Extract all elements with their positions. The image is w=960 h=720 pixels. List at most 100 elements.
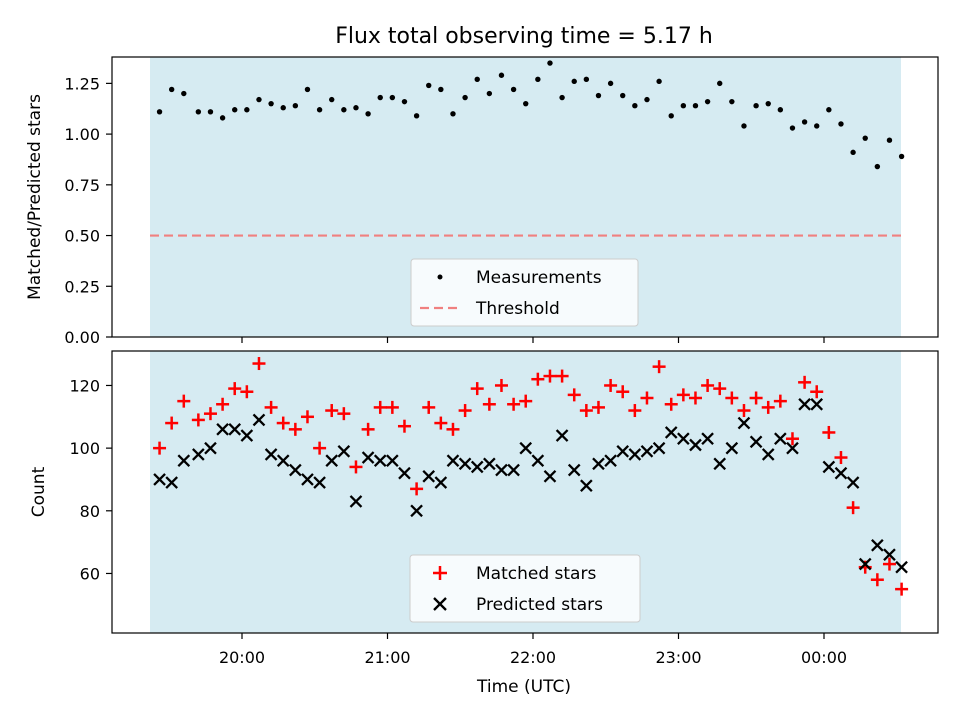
predicted-star-point	[204, 441, 217, 455]
top-legend: Measurements Threshold	[410, 258, 639, 327]
predicted-star-point	[737, 416, 751, 430]
predicted-star-point	[810, 397, 824, 411]
matched-star-point	[482, 397, 496, 411]
predicted-star-point	[798, 397, 811, 411]
matched-star-point	[300, 410, 314, 424]
matched-star-point	[434, 416, 448, 430]
measurement-point	[583, 76, 590, 83]
matched-star-point	[628, 404, 642, 418]
predicted-star-point	[749, 435, 763, 449]
matched-star-point	[822, 425, 836, 439]
matched-star-point	[567, 388, 581, 402]
matched-star-point	[882, 557, 896, 571]
measurement-point	[353, 105, 359, 111]
measurement-point	[789, 125, 796, 131]
measurement-point	[814, 123, 820, 129]
measurement-point	[219, 115, 226, 121]
measurement-point	[474, 76, 480, 83]
predicted-star-point	[446, 454, 460, 467]
measurement-point	[862, 135, 868, 141]
x-tick-label: 22:00	[510, 648, 556, 667]
measurement-point	[692, 102, 699, 109]
measurement-point	[462, 94, 468, 101]
measurement-point	[256, 96, 262, 103]
predicted-star-point	[652, 441, 666, 455]
matched-star-point	[288, 422, 302, 436]
predicted-star-point	[373, 454, 387, 467]
predicted-star-point	[349, 495, 363, 508]
measurement-point	[668, 113, 674, 119]
matched-star-point	[153, 441, 167, 455]
measurement-point	[874, 163, 881, 170]
bottom-panel: 60 80 100 120 20:00 21:00 22:00 23:00 00:00 Cou…	[29, 350, 939, 667]
matched-star-point	[494, 378, 508, 392]
matched-star-point	[216, 397, 230, 411]
matched-star-point	[555, 369, 569, 383]
measurement-point	[156, 109, 163, 115]
measurement-point	[195, 109, 202, 115]
predicted-star-point	[580, 479, 593, 493]
matched-star-point	[543, 369, 557, 383]
predicted-star-point	[458, 457, 472, 471]
measurement-point	[717, 80, 723, 87]
measurement-point	[486, 90, 493, 97]
predicted-star-point	[677, 432, 690, 446]
matched-star-point	[810, 385, 824, 399]
predicted-star-point	[289, 463, 302, 477]
predicted-star-point	[507, 463, 520, 477]
predicted-star-point	[228, 423, 242, 436]
y-tick-label: 0.50	[64, 227, 100, 246]
top-legend-box	[410, 258, 639, 327]
y-tick-label: 0.00	[64, 328, 100, 347]
measurement-point	[644, 96, 650, 103]
matched-star-point	[870, 573, 884, 587]
predicted-star-point	[640, 444, 654, 458]
matched-star-point	[361, 422, 375, 436]
measurement-point	[607, 80, 614, 87]
measurement-point	[801, 119, 808, 125]
measurement-point	[329, 96, 335, 103]
predicted-star-point	[543, 470, 557, 483]
measurement-point	[426, 82, 432, 89]
measurement-point	[268, 100, 274, 107]
x-tick-label: 20:00	[219, 648, 265, 667]
y-tick-label: 120	[69, 376, 100, 395]
measurement-point	[826, 107, 832, 113]
matched-star-point	[688, 391, 702, 405]
legend-predicted-marker	[433, 597, 447, 611]
measurement-points	[156, 60, 905, 170]
measurement-point	[898, 153, 905, 160]
x-axis-label: Time (UTC)	[476, 677, 571, 697]
matched-star-point	[519, 394, 533, 408]
predicted-star-point	[301, 473, 314, 486]
predicted-star-point	[361, 451, 375, 464]
legend-matched-marker	[433, 566, 447, 580]
measurement-point	[232, 107, 238, 113]
top-ylabel: Matched/Predicted stars	[25, 94, 45, 300]
x-tick-label: 23:00	[655, 648, 701, 667]
bottom-legend-box	[409, 554, 641, 623]
predicted-star-point	[422, 470, 436, 483]
matched-star-point	[446, 422, 460, 436]
measurement-point	[316, 107, 323, 113]
measurement-point	[850, 149, 856, 156]
bottom-ylabel: Count	[29, 466, 49, 517]
measurement-point	[656, 78, 662, 85]
measurement-point	[741, 123, 747, 129]
matched-star-point	[165, 416, 179, 430]
predicted-star-point	[177, 454, 191, 467]
measurement-point	[377, 94, 383, 101]
measurement-point	[413, 113, 420, 119]
measurement-point	[753, 102, 759, 109]
matched-star-point	[470, 382, 484, 396]
predicted-star-point	[519, 441, 533, 455]
matched-star-point	[834, 451, 848, 465]
predicted-star-point	[264, 448, 278, 461]
matched-star-point	[410, 482, 424, 496]
y-tick-label: 0.75	[64, 176, 100, 195]
figure-title: Flux total observing time = 5.17 h	[335, 24, 713, 49]
matched-star-point	[203, 407, 217, 421]
matched-star-point	[349, 460, 363, 474]
predicted-star-point	[689, 438, 702, 452]
measurement-point	[401, 98, 408, 105]
